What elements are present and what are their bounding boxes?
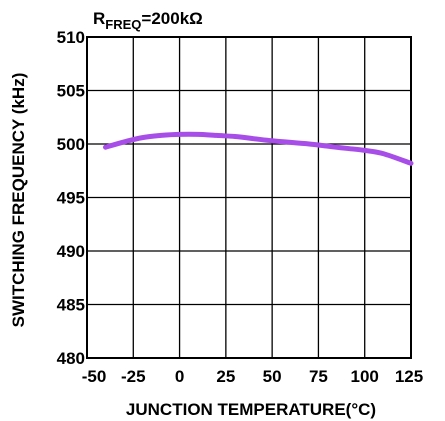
x-tick-label: 25 xyxy=(216,367,235,386)
x-tick-label: -25 xyxy=(121,367,146,386)
x-axis-label: JUNCTION TEMPERATURE(°C) xyxy=(126,400,376,419)
y-tick-label: 485 xyxy=(57,296,85,315)
annotation-rfreq: RFREQ=200kΩ xyxy=(93,9,203,32)
series-line xyxy=(103,131,414,166)
x-tick-label: 100 xyxy=(351,367,379,386)
plot-frame xyxy=(86,36,412,359)
x-tick-label: 75 xyxy=(309,367,328,386)
annotation-suffix: =200kΩ xyxy=(141,9,202,28)
y-tick-label: 505 xyxy=(57,82,85,101)
y-tick-label: 495 xyxy=(57,189,85,208)
y-tick-labels: 480 485 490 495 500 505 510 xyxy=(57,28,85,368)
grid xyxy=(86,36,412,359)
x-tick-label: 125 xyxy=(395,367,423,386)
series-group xyxy=(103,131,414,166)
y-tick-label: 480 xyxy=(57,349,85,368)
annotation-subscript: FREQ xyxy=(105,17,141,32)
x-tick-labels: -50 -25 0 25 50 75 100 125 xyxy=(82,367,423,386)
y-axis-label: SWITCHING FREQUENCY (kHz) xyxy=(9,73,28,328)
y-tick-label: 500 xyxy=(57,135,85,154)
x-tick-label: -50 xyxy=(82,367,107,386)
y-tick-label: 490 xyxy=(57,242,85,261)
y-tick-label: 510 xyxy=(57,28,85,47)
x-tick-label: 50 xyxy=(263,367,282,386)
annotation-prefix: R xyxy=(93,9,105,28)
x-tick-label: 0 xyxy=(175,367,184,386)
